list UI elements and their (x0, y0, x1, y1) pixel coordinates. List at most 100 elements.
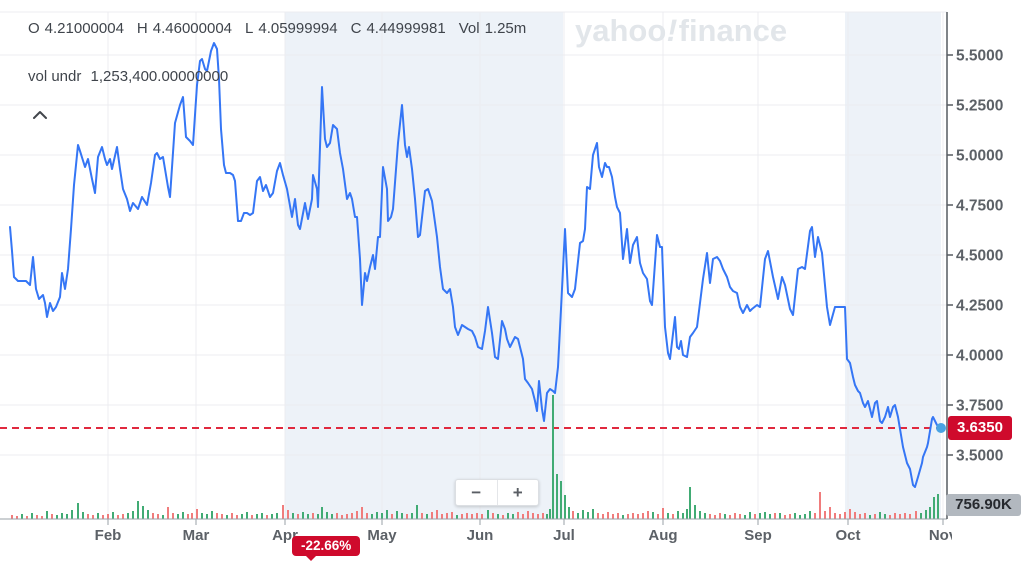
zoom-out-button[interactable]: − (456, 480, 497, 505)
y-axis-label: 4.0000 (956, 348, 1003, 365)
volume-bar (724, 514, 726, 519)
volume-bar (859, 514, 861, 519)
volume-bar (401, 513, 403, 519)
volume-bar (461, 514, 463, 519)
volume-bar (92, 515, 94, 519)
volume-bar (391, 514, 393, 519)
volume-bar (769, 514, 771, 519)
volume-bar (492, 513, 494, 519)
volume-bar (51, 514, 53, 519)
volume-bar (261, 513, 263, 519)
volume-bar (487, 510, 489, 519)
y-axis-label: 3.5000 (956, 448, 1003, 465)
volume-bar (36, 515, 38, 519)
volume-bar (577, 513, 579, 519)
volume-bar (132, 511, 134, 519)
volume-bar (117, 515, 119, 519)
volume-bar (839, 514, 841, 519)
volume-bar (552, 395, 554, 519)
volume-bar (672, 514, 674, 519)
volume-bar (804, 514, 806, 519)
volume-bar (632, 513, 634, 519)
indicator-value: 1,253,400.00000000 (90, 68, 229, 85)
month-labels: Feb Mar Apr May Jun Jul Aug Sep Oct Nov (95, 527, 952, 544)
volume-bar (456, 515, 458, 519)
volume-bar (302, 512, 304, 519)
volume-bar (612, 514, 614, 519)
volume-bar (26, 516, 28, 519)
indicator-name: vol undr (28, 68, 82, 85)
volume-bar (317, 514, 319, 519)
volume-bar (226, 515, 228, 519)
x-axis-label: Feb (95, 527, 122, 544)
volume-bar (87, 514, 89, 519)
volume-bar (627, 514, 629, 519)
volume-bar (287, 510, 289, 519)
volume-bar (21, 514, 23, 519)
volume-bar (617, 513, 619, 519)
volume-bar (564, 495, 566, 519)
volume-bar (622, 515, 624, 519)
volume-bar (466, 513, 468, 519)
ohlc-legend: O 4.21000004 H 4.46000004 L 4.05999994 C 4.4499… (28, 20, 539, 37)
volume-bar (699, 511, 701, 519)
volume-bar (56, 515, 58, 519)
volume-bar (366, 513, 368, 519)
volume-bar (568, 507, 570, 519)
volume-bar (172, 513, 174, 519)
volume-bar (142, 506, 144, 519)
volume-bar (406, 514, 408, 519)
volume-bar (481, 514, 483, 519)
volume-bar (677, 511, 679, 519)
zoom-controls: − + (455, 479, 539, 506)
volume-bar (587, 512, 589, 519)
x-axis-label: Sep (744, 527, 772, 544)
close-label: C (350, 20, 362, 37)
volume-bar (849, 509, 851, 519)
volume-bar (686, 509, 688, 519)
highlight-region (285, 12, 563, 519)
chevron-up-icon (33, 110, 47, 119)
x-axis-label: Jul (553, 527, 575, 544)
volume-bar (191, 513, 193, 519)
collapse-legend-button[interactable] (29, 105, 51, 123)
volume-bar (874, 514, 876, 519)
low-value: 4.05999994 (258, 20, 338, 37)
volume-bar (371, 514, 373, 519)
volume-bar (436, 510, 438, 519)
volume-bar (864, 513, 866, 519)
y-axis-label: 5.2500 (956, 98, 1003, 115)
volume-bar (31, 513, 33, 519)
high-label: H (136, 20, 148, 37)
volume-bar (396, 511, 398, 519)
price-line (9, 42, 942, 488)
volume-bar (416, 505, 418, 519)
volume-bar (889, 515, 891, 519)
zoom-in-button[interactable]: + (496, 480, 539, 505)
volume-bar (572, 511, 574, 519)
volume-bar (637, 514, 639, 519)
volume-bar (71, 510, 73, 519)
volume-bar (502, 515, 504, 519)
volume-bar (82, 512, 84, 519)
volume-bar (592, 509, 594, 519)
volume-bar (542, 513, 544, 519)
volume-bar (256, 514, 258, 519)
volume-bar (497, 514, 499, 519)
volume-indicator-legend: vol undr 1,253,400.00000000 (28, 68, 241, 85)
volume-bar (112, 512, 114, 519)
volume-bar (560, 481, 562, 519)
volume-bar (376, 512, 378, 519)
yahoo-finance-watermark: yahoo!finance (575, 13, 787, 49)
volume-bar (361, 507, 363, 519)
volume-bar (602, 514, 604, 519)
watermark-finance: finance (678, 13, 788, 48)
volume-bar (899, 514, 901, 519)
volume-bar (925, 510, 927, 519)
y-axis-label: 4.5000 (956, 248, 1003, 265)
y-axis-label: 4.7500 (956, 198, 1003, 215)
current-volume-badge: 756.90K (946, 494, 1021, 516)
volume-bar (162, 515, 164, 519)
